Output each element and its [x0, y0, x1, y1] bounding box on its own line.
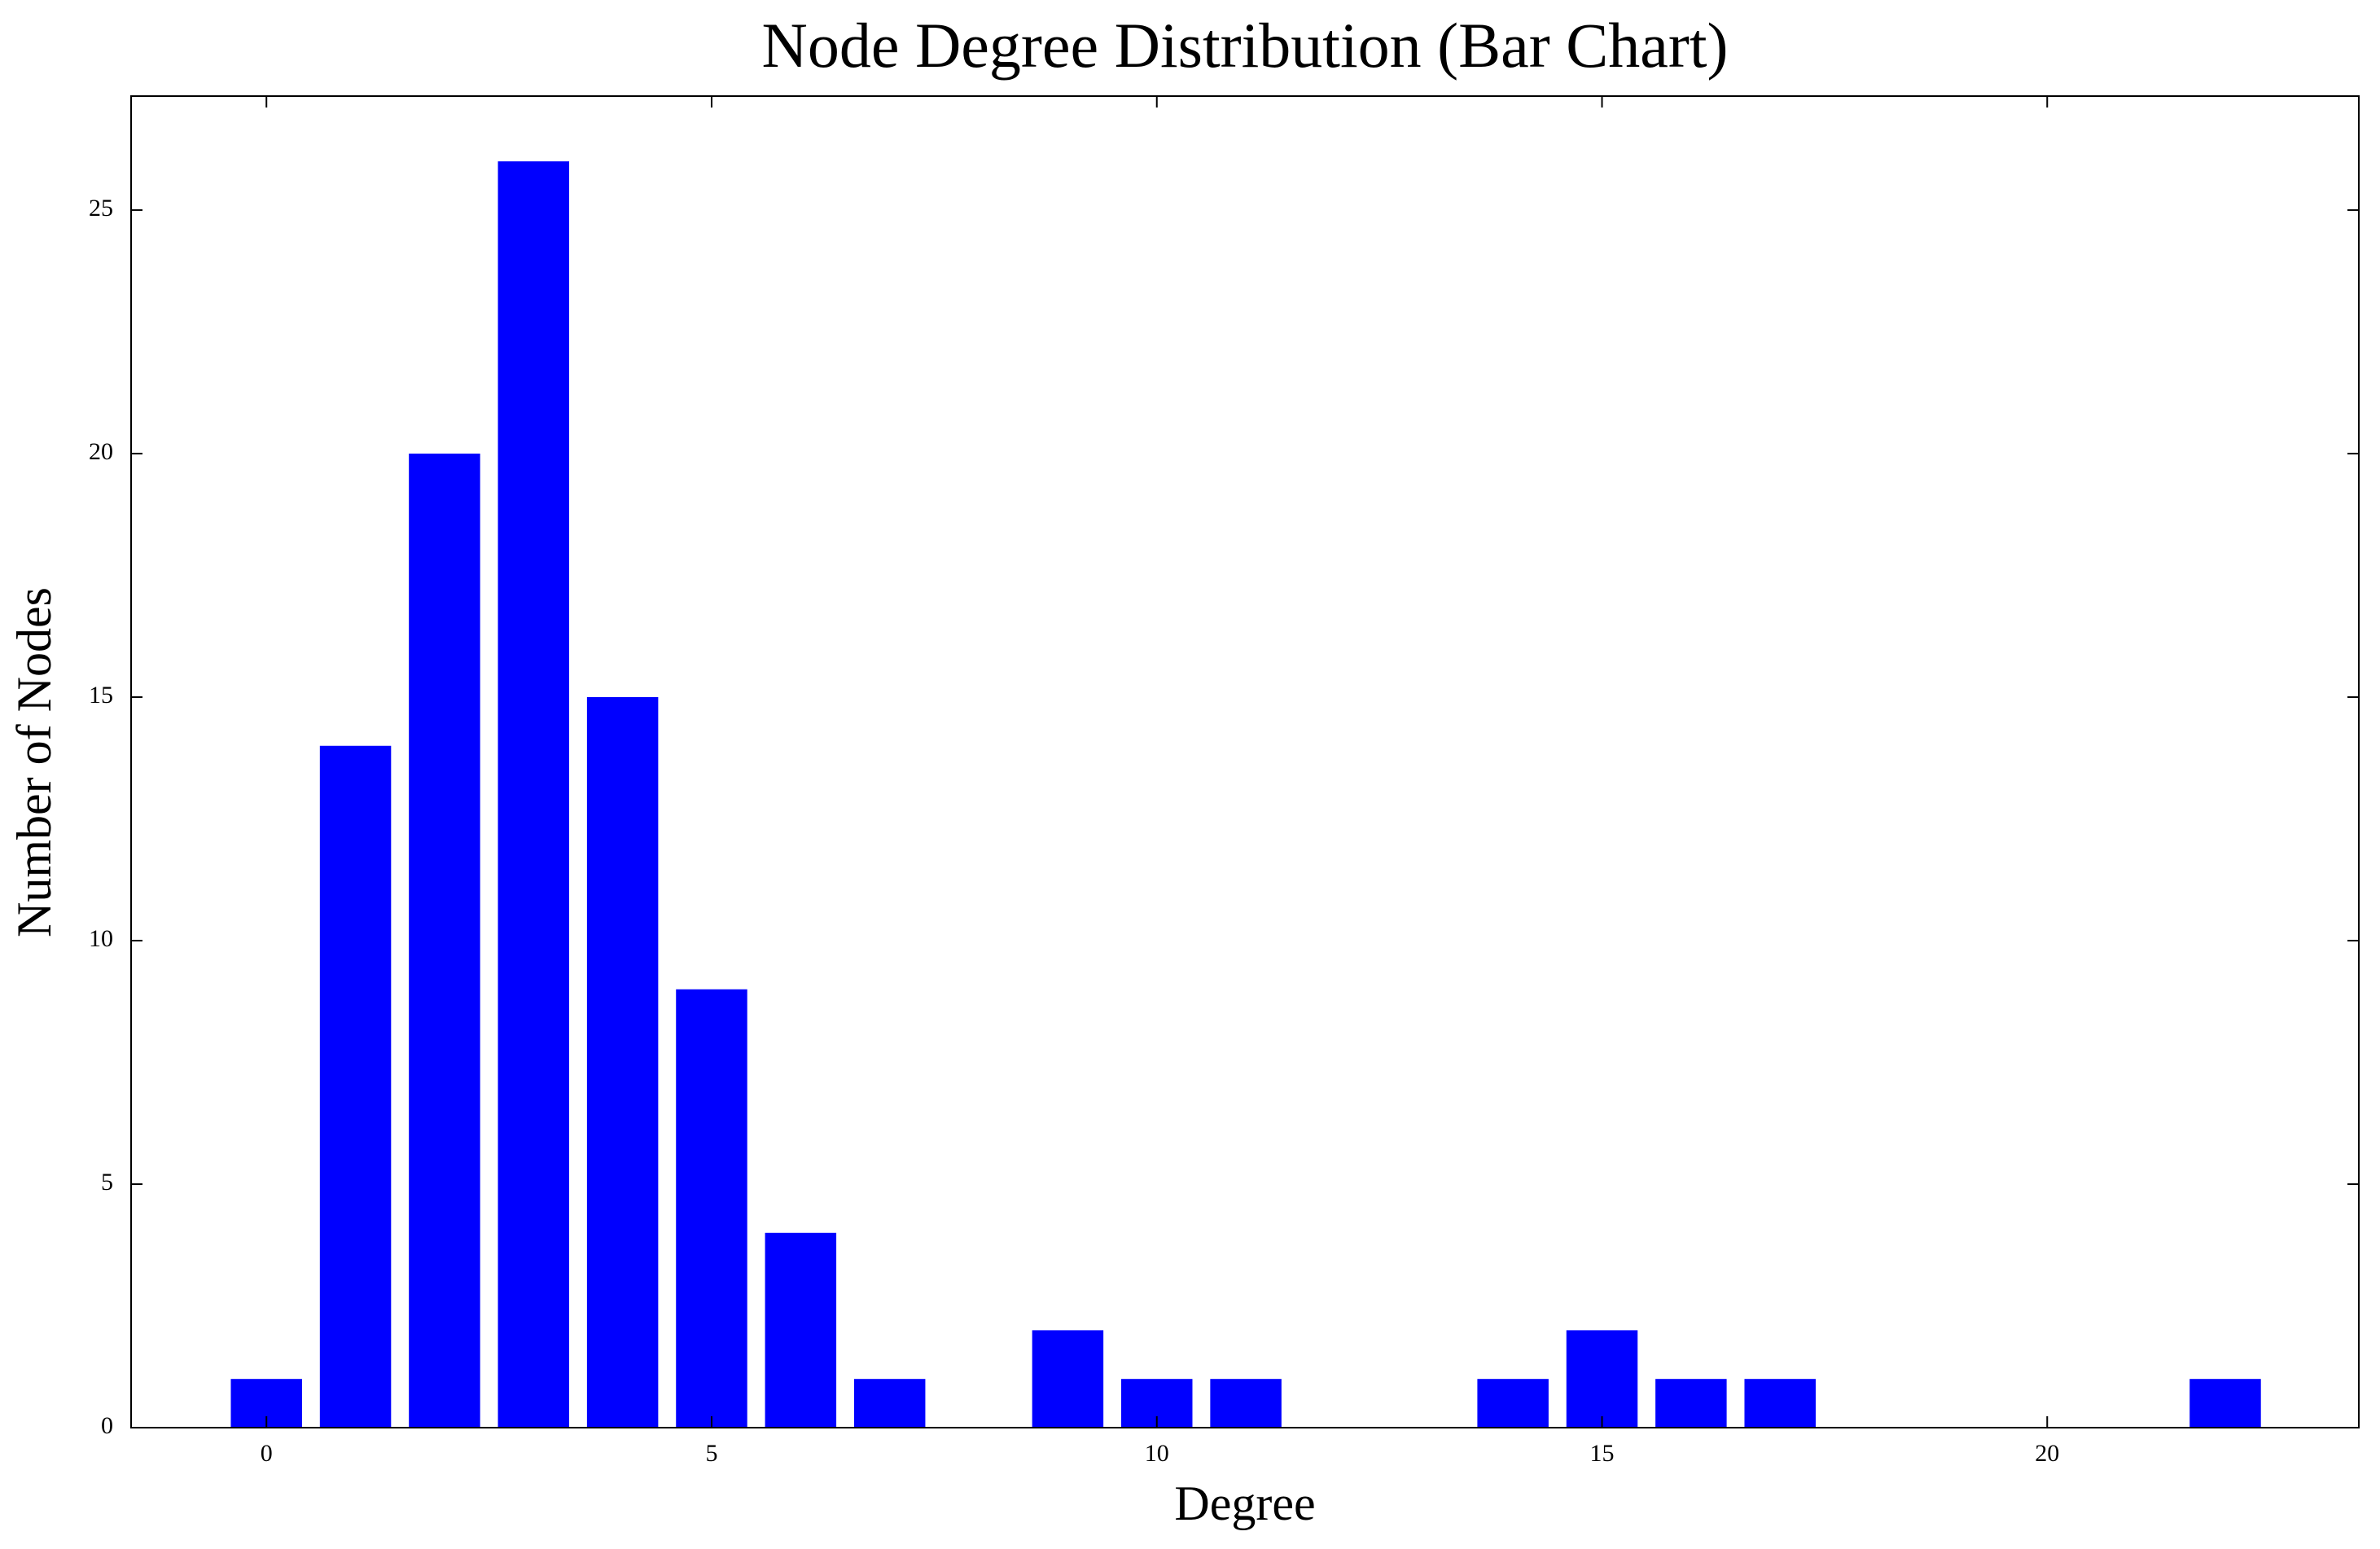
bar	[319, 745, 392, 1428]
y-tick-label: 25	[89, 195, 113, 222]
y-tick-label: 5	[101, 1169, 113, 1196]
bar	[1566, 1330, 1638, 1428]
x-tick-label: 10	[1145, 1440, 1169, 1467]
x-tick-label: 15	[1590, 1440, 1615, 1467]
bar	[1655, 1379, 1727, 1428]
y-tick-label: 10	[89, 925, 113, 952]
bar	[409, 453, 480, 1428]
x-tick-label: 20	[2035, 1440, 2059, 1467]
bar	[853, 1379, 926, 1428]
bar	[2189, 1379, 2261, 1428]
y-tick-label: 0	[101, 1412, 113, 1439]
plot-frame	[130, 95, 2360, 1428]
bar	[497, 161, 570, 1428]
bar	[1032, 1330, 1104, 1428]
bar	[765, 1232, 837, 1428]
y-tick-label: 20	[89, 438, 113, 465]
bar	[676, 989, 747, 1428]
bar	[1744, 1379, 1816, 1428]
x-tick-label: 0	[261, 1440, 273, 1467]
bar	[586, 696, 659, 1428]
y-axis-label: Number of Nodes	[7, 587, 61, 937]
chart-title: Node Degree Distribution (Bar Chart)	[762, 10, 1729, 81]
bar	[1210, 1379, 1282, 1428]
bar	[1477, 1379, 1549, 1428]
y-tick-label: 15	[89, 682, 113, 709]
x-tick-label: 5	[705, 1440, 717, 1467]
x-axis-label: Degree	[1174, 1477, 1315, 1530]
